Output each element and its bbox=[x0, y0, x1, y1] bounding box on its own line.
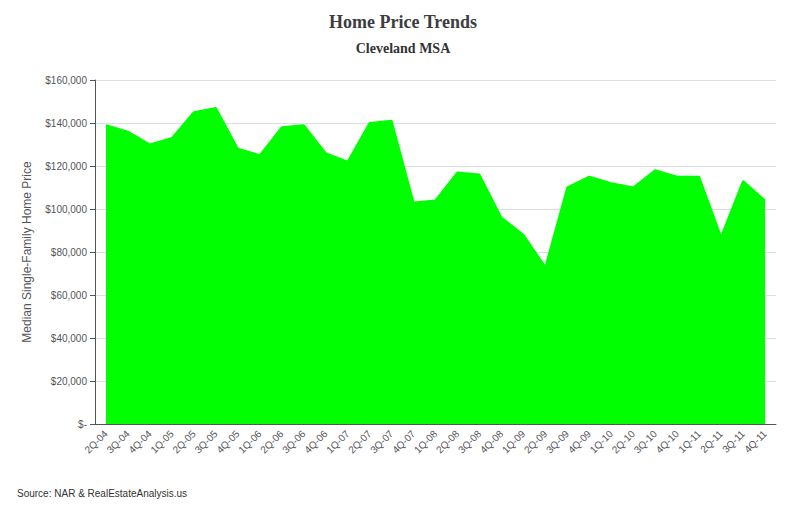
svg-text:3Q-05: 3Q-05 bbox=[192, 428, 220, 456]
svg-text:$160,000: $160,000 bbox=[45, 75, 87, 86]
svg-text:4Q-08: 4Q-08 bbox=[478, 428, 506, 456]
svg-text:2Q-11: 2Q-11 bbox=[698, 428, 725, 455]
svg-text:3Q-08: 3Q-08 bbox=[456, 428, 484, 456]
svg-text:3Q-10: 3Q-10 bbox=[632, 428, 660, 456]
svg-text:4Q-06: 4Q-06 bbox=[302, 428, 330, 456]
svg-text:$80,000: $80,000 bbox=[51, 247, 88, 258]
svg-text:$-: $- bbox=[78, 419, 87, 430]
svg-text:2Q-09: 2Q-09 bbox=[522, 428, 550, 456]
svg-text:Source: NAR & RealEstateAnalys: Source: NAR & RealEstateAnalysis.us bbox=[17, 488, 187, 499]
svg-text:$120,000: $120,000 bbox=[45, 161, 87, 172]
svg-text:4Q-04: 4Q-04 bbox=[126, 428, 154, 456]
svg-text:3Q-07: 3Q-07 bbox=[368, 428, 396, 456]
svg-text:3Q-09: 3Q-09 bbox=[544, 428, 572, 456]
svg-text:3Q-11: 3Q-11 bbox=[720, 428, 747, 455]
svg-text:$100,000: $100,000 bbox=[45, 204, 87, 215]
svg-text:1Q-08: 1Q-08 bbox=[412, 428, 440, 456]
svg-text:Median Single-Family Home Pric: Median Single-Family Home Price bbox=[20, 161, 34, 343]
svg-text:4Q-07: 4Q-07 bbox=[390, 428, 418, 456]
svg-text:3Q-06: 3Q-06 bbox=[280, 428, 308, 456]
svg-text:2Q-04: 2Q-04 bbox=[82, 428, 110, 456]
svg-text:$40,000: $40,000 bbox=[51, 333, 88, 344]
svg-text:2Q-08: 2Q-08 bbox=[434, 428, 462, 456]
svg-text:$20,000: $20,000 bbox=[51, 376, 88, 387]
svg-text:1Q-05: 1Q-05 bbox=[148, 428, 176, 456]
svg-text:4Q-10: 4Q-10 bbox=[654, 428, 682, 456]
svg-text:$140,000: $140,000 bbox=[45, 118, 87, 129]
svg-text:1Q-10: 1Q-10 bbox=[588, 428, 616, 456]
svg-text:4Q-05: 4Q-05 bbox=[214, 428, 242, 456]
svg-text:1Q-06: 1Q-06 bbox=[236, 428, 264, 456]
svg-text:4Q-09: 4Q-09 bbox=[566, 428, 594, 456]
svg-text:4Q-11: 4Q-11 bbox=[742, 428, 769, 455]
svg-text:2Q-06: 2Q-06 bbox=[258, 428, 286, 456]
svg-text:3Q-04: 3Q-04 bbox=[104, 428, 132, 456]
svg-text:1Q-11: 1Q-11 bbox=[676, 428, 703, 455]
svg-text:2Q-05: 2Q-05 bbox=[170, 428, 198, 456]
svg-text:2Q-10: 2Q-10 bbox=[610, 428, 638, 456]
svg-text:$60,000: $60,000 bbox=[51, 290, 88, 301]
svg-text:1Q-09: 1Q-09 bbox=[500, 428, 528, 456]
svg-text:Cleveland MSA: Cleveland MSA bbox=[356, 41, 451, 56]
svg-text:Home Price Trends: Home Price Trends bbox=[329, 12, 477, 32]
svg-text:1Q-07: 1Q-07 bbox=[324, 428, 352, 456]
svg-text:2Q-07: 2Q-07 bbox=[346, 428, 374, 456]
